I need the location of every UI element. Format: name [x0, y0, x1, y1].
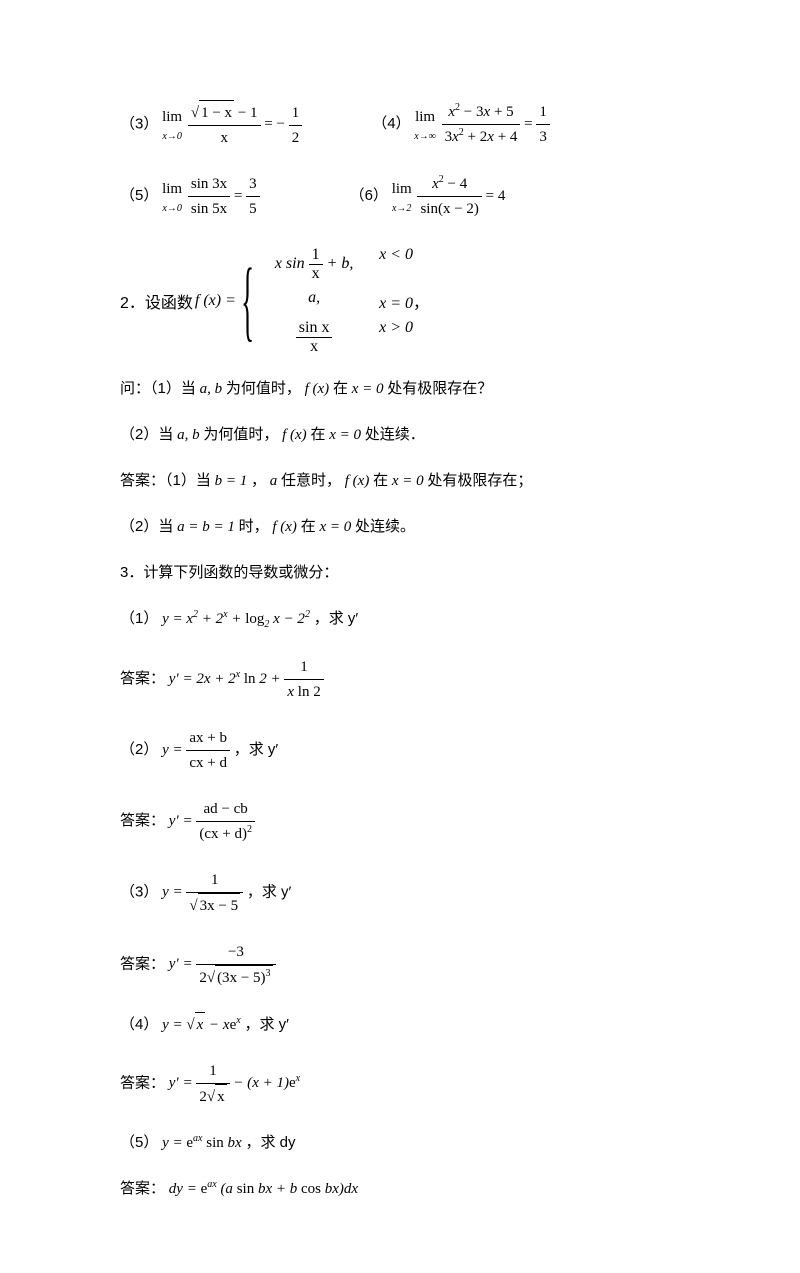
- limits-row-1: （3） limx→0 1 − x − 1 x = − 12 （4） limx→∞…: [120, 100, 690, 150]
- q3-1-problem: （1） y = x2 + 2x + log2 x − 22 ，求 y′: [120, 607, 690, 633]
- q3-1-answer: 答案： y′ = 2x + 2x ln 2 + 1x ln 2: [120, 655, 690, 704]
- q2-fx: f (x) =: [195, 292, 236, 310]
- q3-2-answer: 答案： y′ = ad − cb(cx + d)2: [120, 797, 690, 846]
- q3-title: 3．计算下列函数的导数或微分：: [120, 561, 690, 585]
- problem-5: （5） limx→0 sin 3xsin 5x = 35: [120, 172, 260, 221]
- limits-row-2: （5） limx→0 sin 3xsin 5x = 35 （6） limx→2 …: [120, 172, 690, 221]
- brace-icon: {: [241, 265, 254, 337]
- q3-5-answer: 答案： dy = eax (a sin bx + b cos bx)dx: [120, 1177, 690, 1201]
- q2-question-2: （2）当 a, b 为何值时， f (x) 在 x = 0 处连续．: [120, 423, 690, 447]
- q3-3-answer: 答案： y′ = −32(3x − 5)3: [120, 940, 690, 990]
- problem-2-setup: 2．设函数 f (x) = { x sin 1x + b, x < 0 a, x…: [120, 243, 690, 359]
- q2-answer-2: （2）当 a = b = 1 时， f (x) 在 x = 0 处连续。: [120, 515, 690, 539]
- label-6: （6）: [350, 187, 388, 204]
- q3-4-problem: （4） y = x − xex ，求 y′: [120, 1012, 690, 1037]
- q3-4-answer: 答案： y′ = 12x − (x + 1)ex: [120, 1059, 690, 1109]
- piecewise-cases: x sin 1x + b, x < 0 a, x = 0， sin xx x >…: [274, 243, 429, 359]
- q2-answer-1: 答案：（1）当 b = 1 ， a 任意时， f (x) 在 x = 0 处有极…: [120, 469, 690, 493]
- q2-prefix: 2．设函数: [120, 289, 193, 313]
- page-root: （3） limx→0 1 − x − 1 x = − 12 （4） limx→∞…: [0, 0, 800, 1273]
- q3-3-problem: （3） y = 13x − 5 ，求 y′: [120, 868, 690, 918]
- problem-6: （6） limx→2 x2 − 4 sin(x − 2) = 4: [350, 172, 506, 221]
- q2-question-1: 问：（1）当 a, b 为何值时， f (x) 在 x = 0 处有极限存在？: [120, 377, 690, 401]
- q3-5-problem: （5） y = eax sin bx ，求 dy: [120, 1131, 690, 1155]
- label-3: （3）: [120, 115, 158, 132]
- q3-2-problem: （2） y = ax + bcx + d ，求 y′: [120, 726, 690, 775]
- label-5: （5）: [120, 187, 158, 204]
- problem-3: （3） limx→0 1 − x − 1 x = − 12: [120, 100, 302, 150]
- label-4: （4）: [372, 115, 410, 132]
- problem-4: （4） limx→∞ x2 − 3x + 5 3x2 + 2x + 4 = 13: [372, 100, 550, 150]
